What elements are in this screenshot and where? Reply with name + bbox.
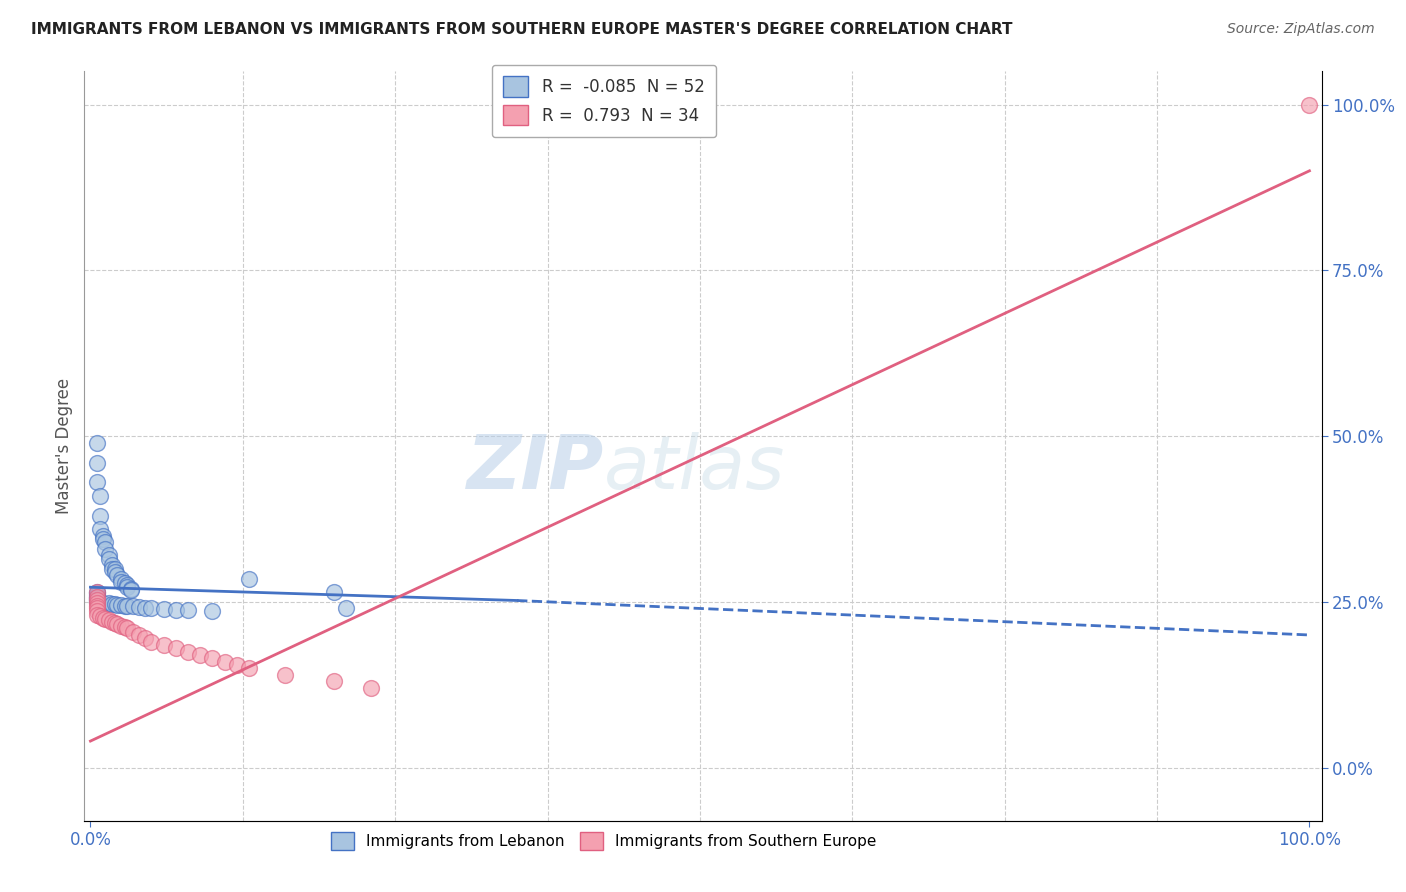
Point [114,599,136,613]
Point [105,568,128,582]
Point [101,562,124,576]
Point [115,599,138,613]
Point [360,681,382,695]
Text: IMMIGRANTS FROM LEBANON VS IMMIGRANTS FROM SOUTHERN EUROPE MASTER'S DEGREE CORRE: IMMIGRANTS FROM LEBANON VS IMMIGRANTS FR… [31,22,1012,37]
Point [86,435,108,450]
Point [89,489,111,503]
Point [91,596,114,610]
Point [225,657,247,672]
Point [89,508,111,523]
Point [134,600,156,615]
Point [104,562,127,576]
Point [97,614,120,628]
Point [86,590,108,604]
Point [114,620,136,634]
Point [214,655,236,669]
Point [105,617,128,632]
Point [323,585,346,599]
Point [97,551,120,566]
Point [120,582,142,596]
Point [94,535,117,549]
Text: ZIP: ZIP [467,432,605,505]
Point [152,602,174,616]
Point [89,609,111,624]
Point [101,558,124,573]
Text: atlas: atlas [605,433,786,505]
Point [110,574,132,589]
Point [86,596,108,610]
Point [97,596,120,610]
Point [91,532,114,546]
Point [188,648,211,662]
Point [101,597,124,611]
Point [115,580,138,594]
Point [115,621,138,635]
Point [86,591,108,605]
Point [120,582,142,597]
Point [86,593,108,607]
Y-axis label: Master's Degree: Master's Degree [55,378,73,514]
Point [238,572,260,586]
Point [91,528,114,542]
Point [238,661,260,675]
Point [94,612,117,626]
Point [152,638,174,652]
Point [323,674,346,689]
Point [86,475,108,490]
Point [86,593,108,607]
Point [91,611,114,625]
Point [86,586,108,600]
Point [128,600,150,615]
Point [165,603,187,617]
Point [274,667,297,681]
Point [335,601,357,615]
Point [128,628,150,642]
Point [104,615,127,630]
Text: Source: ZipAtlas.com: Source: ZipAtlas.com [1227,22,1375,37]
Point [134,632,156,646]
Point [86,595,108,609]
Point [201,604,224,618]
Point [177,644,200,658]
Point [165,641,187,656]
Point [89,522,111,536]
Point [105,598,128,612]
Point [89,596,111,610]
Point [110,572,132,586]
Point [201,651,224,665]
Legend: Immigrants from Lebanon, Immigrants from Southern Europe: Immigrants from Lebanon, Immigrants from… [323,824,884,858]
Point [86,590,108,604]
Point [104,598,127,612]
Point [86,592,108,607]
Point [101,615,124,629]
Point [122,624,145,639]
Point [86,599,108,613]
Point [177,603,200,617]
Point [86,456,108,470]
Point [86,588,108,602]
Point [104,565,127,579]
Point [97,549,120,563]
Point [86,601,108,615]
Point [86,608,108,623]
Point [110,598,132,612]
Point [86,585,108,599]
Point [94,541,117,556]
Point [86,604,108,618]
Point [114,576,136,591]
Point [115,578,138,592]
Point [141,634,163,648]
Point [86,585,108,599]
Point [1298,97,1320,112]
Point [122,599,145,614]
Point [141,601,163,615]
Point [110,618,132,632]
